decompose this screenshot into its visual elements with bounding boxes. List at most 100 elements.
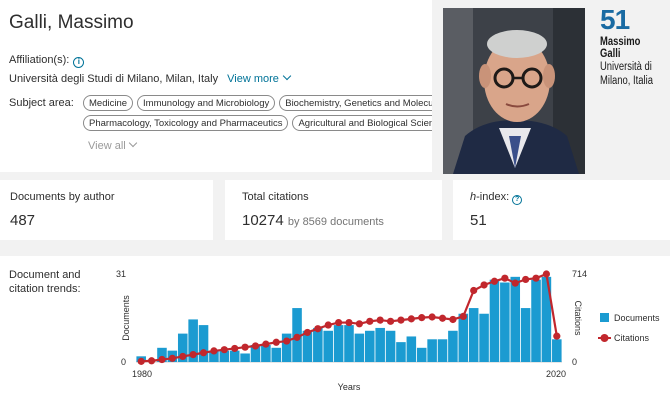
citations-point[interactable] <box>314 325 322 333</box>
legend-citations-label: Citations <box>614 333 650 343</box>
documents-value[interactable]: 487 <box>10 212 36 229</box>
documents-bar[interactable] <box>261 344 271 362</box>
citations-point[interactable] <box>522 275 530 284</box>
hindex-card[interactable]: h-index:? 51 <box>453 180 670 240</box>
citations-point[interactable] <box>324 321 332 329</box>
documents-bar[interactable] <box>188 319 198 362</box>
citations-value[interactable]: 10274 <box>242 212 284 229</box>
citations-point[interactable] <box>355 320 363 328</box>
documents-bar[interactable] <box>365 330 375 362</box>
citations-point[interactable] <box>179 352 187 361</box>
documents-bar[interactable] <box>500 282 510 362</box>
citations-point[interactable] <box>542 270 551 278</box>
citations-point[interactable] <box>501 274 509 282</box>
citations-point[interactable] <box>376 316 384 324</box>
documents-bar[interactable] <box>157 347 167 362</box>
documents-bar[interactable] <box>177 333 188 362</box>
y-right-tick: 714 <box>572 269 587 279</box>
documents-bar[interactable] <box>427 339 437 362</box>
legend-documents-swatch <box>600 313 609 322</box>
citations-point[interactable] <box>293 333 301 341</box>
citations-point[interactable] <box>199 349 208 357</box>
documents-bar[interactable] <box>240 353 250 362</box>
citations-point[interactable] <box>459 312 467 320</box>
citations-point[interactable] <box>438 314 447 322</box>
citations-label: Total citations <box>242 191 309 203</box>
documents-bar[interactable] <box>531 279 541 362</box>
view-more-link[interactable]: View more <box>227 71 292 85</box>
citations-point[interactable] <box>418 314 426 322</box>
documents-bar[interactable] <box>541 276 552 362</box>
citations-point[interactable] <box>345 318 353 327</box>
citations-point[interactable] <box>407 315 415 323</box>
documents-bar[interactable] <box>385 330 396 362</box>
documents-bar[interactable] <box>437 339 448 362</box>
citations-point[interactable] <box>335 318 343 327</box>
documents-bar[interactable] <box>468 308 479 362</box>
citations-point[interactable] <box>553 332 561 340</box>
citations-point[interactable] <box>168 354 176 362</box>
citations-point[interactable] <box>386 317 395 325</box>
trends-chart[interactable]: 31 0 714 0 1980 2020 Years Documents Citations Do… <box>0 256 670 418</box>
citations-point[interactable] <box>272 338 280 346</box>
info-icon[interactable]: i <box>73 57 85 68</box>
citations-point[interactable] <box>303 328 312 337</box>
view-all-link[interactable]: View all <box>88 138 137 152</box>
documents-bar[interactable] <box>198 325 209 362</box>
citations-point[interactable] <box>210 347 218 355</box>
subject-chip[interactable]: Immunology and Microbiology <box>137 95 276 111</box>
citations-point[interactable] <box>470 286 478 295</box>
citations-point[interactable] <box>449 315 457 324</box>
documents-bar[interactable] <box>375 327 385 362</box>
documents-bar[interactable] <box>313 327 323 362</box>
subject-area-label: Subject area: <box>9 97 74 109</box>
subject-chip[interactable]: Agricultural and Biological Sciences <box>292 115 432 131</box>
citations-point[interactable] <box>189 351 197 359</box>
citations-point[interactable] <box>220 346 228 354</box>
subject-chip[interactable]: Biochemistry, Genetics and Molecul <box>279 95 432 111</box>
documents-bar[interactable] <box>344 325 354 362</box>
documents-bar[interactable] <box>520 308 531 362</box>
documents-bar[interactable] <box>323 330 333 362</box>
citations-point[interactable] <box>231 344 239 353</box>
citations-point[interactable] <box>511 279 519 287</box>
documents-bar[interactable] <box>396 342 406 362</box>
documents-bar[interactable] <box>250 344 261 362</box>
documents-bar[interactable] <box>458 313 469 362</box>
citations-point[interactable] <box>397 316 405 324</box>
documents-bar[interactable] <box>219 350 230 362</box>
citations-point[interactable] <box>262 340 270 348</box>
citations-point[interactable] <box>490 277 499 285</box>
citations-point[interactable] <box>428 313 436 321</box>
help-icon[interactable]: ? <box>512 195 523 205</box>
citations-point[interactable] <box>283 337 291 345</box>
citations-point[interactable] <box>532 274 540 282</box>
citations-point[interactable] <box>158 355 166 364</box>
documents-bar[interactable] <box>302 330 313 362</box>
citations-point[interactable] <box>137 357 145 365</box>
subject-chip[interactable]: Pharmacology, Toxicology and Pharmaceuti… <box>83 115 289 131</box>
subject-chip[interactable]: Medicine <box>83 95 134 111</box>
documents-bar[interactable] <box>448 330 458 362</box>
affiliation-line: Università degli Studi di Milano, Milan,… <box>9 71 292 85</box>
documents-bar[interactable] <box>489 279 500 362</box>
citations-point[interactable] <box>251 342 260 350</box>
documents-bar[interactable] <box>281 333 292 362</box>
documents-bar[interactable] <box>479 313 489 362</box>
documents-bar[interactable] <box>510 276 521 362</box>
documents-bar[interactable] <box>354 333 365 362</box>
citations-card[interactable]: Total citations 10274 by 8569 documents <box>225 180 442 240</box>
documents-bar[interactable] <box>552 339 562 362</box>
documents-bar[interactable] <box>209 350 219 362</box>
citations-point[interactable] <box>366 317 374 325</box>
documents-bar[interactable] <box>333 325 344 362</box>
documents-bar[interactable] <box>406 336 417 362</box>
citations-point[interactable] <box>480 281 488 289</box>
documents-bar[interactable] <box>229 350 240 362</box>
citations-point[interactable] <box>241 343 249 351</box>
citations-point[interactable] <box>147 357 156 365</box>
documents-card[interactable]: Documents by author 487 <box>0 180 213 240</box>
documents-bar[interactable] <box>271 347 282 362</box>
hindex-value: 51 <box>470 212 487 229</box>
documents-bar[interactable] <box>416 347 427 362</box>
